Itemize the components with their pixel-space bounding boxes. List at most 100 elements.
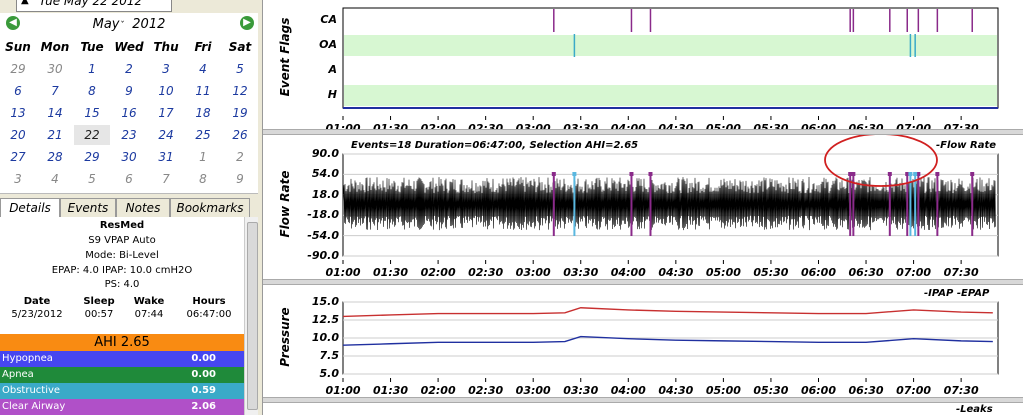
tab-bookmarks[interactable]: Bookmarks: [170, 198, 250, 217]
calendar-day[interactable]: 23: [121, 128, 137, 142]
event-row-label: OA: [319, 37, 337, 51]
calendar-day[interactable]: 4: [199, 62, 207, 76]
flow-event-flag: [908, 172, 913, 176]
calendar-day[interactable]: 18: [195, 106, 211, 120]
calendar-day[interactable]: 1: [88, 62, 96, 76]
event-row-label: CA: [320, 12, 337, 26]
pressure-ytick-label: 12.5: [311, 313, 339, 326]
flow-xtick-label: 06:30: [848, 266, 884, 279]
flow-event-flag: [851, 172, 856, 176]
calendar-day[interactable]: 15: [84, 106, 100, 120]
calendar-day[interactable]: 24: [158, 128, 174, 142]
pressure-ytick-label: 5.0: [319, 367, 340, 380]
calendar-month[interactable]: May: [92, 17, 120, 32]
calendar-day[interactable]: 8: [88, 84, 96, 98]
col-date-header: Date: [23, 296, 51, 307]
pressure-xtick-label: 06:00: [800, 384, 836, 397]
ahi-row-obstructive: Obstructive 0.59: [0, 383, 244, 399]
flow-event-flag: [551, 172, 556, 176]
ahi-row-value: 0.59: [191, 385, 216, 396]
calendar-day[interactable]: 21: [47, 128, 63, 142]
calendar-day[interactable]: 9: [125, 84, 133, 98]
details-scrollbar[interactable]: [244, 217, 258, 415]
arrow-left-icon[interactable]: ◀: [6, 16, 20, 30]
flow-event-flag: [970, 172, 975, 176]
calendar-day[interactable]: 1: [199, 150, 207, 164]
calendar-day[interactable]: 2: [125, 62, 133, 76]
flow-xtick-label: 05:30: [753, 266, 789, 279]
pressure-ytick-label: 15.0: [311, 295, 339, 308]
flow-ytick-label: -54.0: [307, 228, 339, 242]
calendar-day[interactable]: 26: [232, 128, 248, 142]
calendar-day[interactable]: 10: [158, 84, 174, 98]
calendar-day[interactable]: 31: [158, 150, 174, 164]
ahi-row-label: Hypopnea: [2, 353, 53, 364]
calendar-day[interactable]: 16: [121, 106, 137, 120]
calendar-day[interactable]: 4: [51, 172, 59, 186]
calendar-day[interactable]: 7: [162, 172, 170, 186]
ahi-row-label: Clear Airway: [2, 401, 66, 412]
graph-pane: CA OA AH Event Flags 01:00 01:30 02:00 02:30 03:…: [262, 0, 1023, 415]
weekday-1: Mon: [40, 40, 70, 54]
date-selector[interactable]: ▲ Tue May 22 2012: [16, 0, 172, 12]
arrow-right-icon[interactable]: ▶: [240, 16, 254, 30]
flow-event-flag: [629, 172, 634, 176]
calendar-day[interactable]: 25: [195, 128, 211, 142]
flow-event-flag: [935, 172, 940, 176]
calendar-day[interactable]: 2: [236, 150, 244, 164]
calendar-day[interactable]: 29: [84, 150, 100, 164]
calendar-day[interactable]: 6: [14, 84, 22, 98]
flow-xtick-label: 02:30: [468, 266, 504, 279]
tab-details[interactable]: Details: [0, 198, 60, 218]
calendar-day[interactable]: 7: [51, 84, 59, 98]
calendar-day[interactable]: 28: [47, 150, 63, 164]
scrollbar-thumb[interactable]: [247, 222, 258, 410]
ahi-row-label: Obstructive: [2, 385, 61, 396]
col-date-value: 5/23/2012: [11, 309, 63, 320]
weekday-4: Thu: [153, 40, 179, 54]
calendar-day[interactable]: 12: [232, 84, 248, 98]
calendar-day[interactable]: 6: [125, 172, 133, 186]
col-sleep-value: 00:57: [84, 309, 114, 320]
calendar-day[interactable]: 5: [236, 62, 244, 76]
flow-xtick-label: 04:00: [610, 266, 646, 279]
calendar-day[interactable]: 11: [195, 84, 211, 98]
calendar-day[interactable]: 13: [10, 106, 26, 120]
calendar-day[interactable]: 20: [10, 128, 26, 142]
calendar-day[interactable]: 19: [232, 106, 248, 120]
tab-notes[interactable]: Notes: [116, 198, 170, 217]
calendar-day[interactable]: 5: [88, 172, 96, 186]
pressure-line-epap: [342, 335, 993, 346]
calendar-day[interactable]: 27: [10, 150, 26, 164]
pressure-line-ipap: [342, 307, 993, 318]
calendar-day[interactable]: 3: [14, 172, 22, 186]
pressure-xtick-label: 01:00: [325, 384, 361, 397]
flow-summary: Events=18 Duration=06:47:00, Selection A…: [351, 140, 639, 151]
calendar-day[interactable]: 8: [199, 172, 207, 186]
calendar-day[interactable]: 9: [236, 172, 244, 186]
calendar-day[interactable]: 3: [162, 62, 170, 76]
flow-event-flag: [916, 172, 921, 176]
flow-ytick-label: -18.0: [307, 208, 339, 222]
calendar-day[interactable]: 17: [158, 106, 174, 120]
machine-model: S9 VPAP Auto: [88, 235, 156, 246]
pressure-xtick-label: 03:00: [515, 384, 551, 397]
flow-event-flag: [848, 172, 853, 176]
calendar-day[interactable]: 29: [10, 62, 26, 76]
ahi-row-label: Apnea: [2, 369, 34, 380]
calendar-day[interactable]: 30: [47, 62, 63, 76]
calendar-day[interactable]: 30: [121, 150, 137, 164]
calendar-day[interactable]: 22: [74, 125, 110, 145]
calendar-day[interactable]: 14: [47, 106, 63, 120]
tab-events[interactable]: Events: [60, 198, 116, 217]
pressure-xtick-label: 02:30: [468, 384, 504, 397]
col-sleep-header: Sleep: [83, 296, 115, 307]
pressure-ytick-label: 10.0: [311, 331, 339, 344]
flow-xtick-label: 02:00: [420, 266, 456, 279]
ahi-row-hypopnea: Hypopnea 0.00: [0, 351, 244, 367]
event-flags-title: Event Flags: [278, 17, 292, 97]
pressure-xtick-label: 02:00: [420, 384, 456, 397]
leaks-legend: -Leaks: [956, 404, 993, 415]
flow-legend: -Flow Rate: [936, 140, 997, 151]
calendar-year[interactable]: 2012: [132, 17, 166, 32]
